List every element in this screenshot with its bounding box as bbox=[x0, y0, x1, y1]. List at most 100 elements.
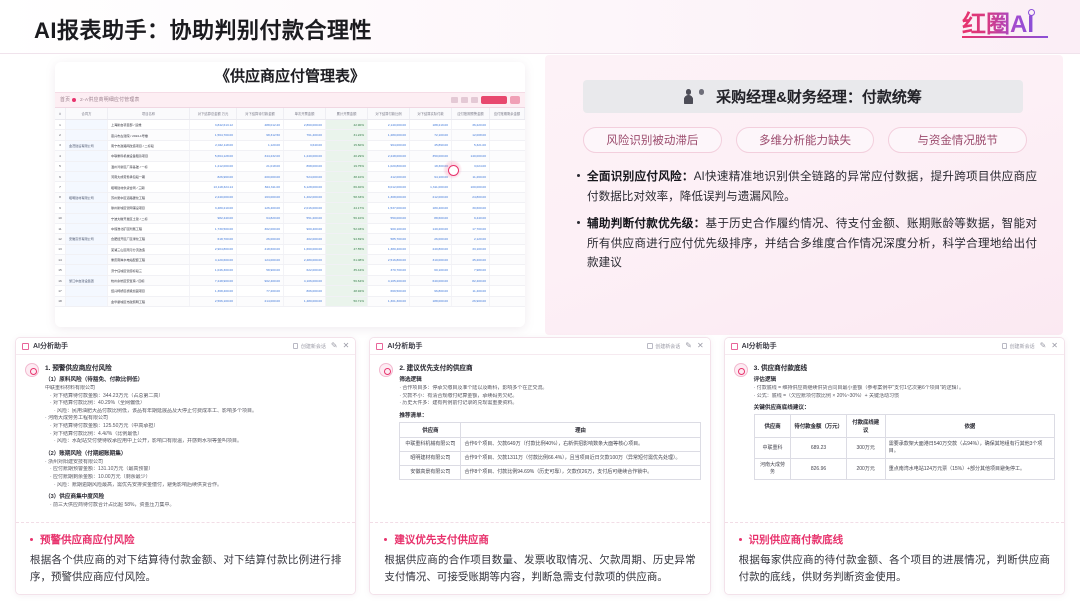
grid-column-header[interactable]: 对下结算待付款金额 bbox=[237, 108, 284, 119]
grid-cell-value[interactable]: 140,000.00 bbox=[452, 151, 490, 161]
grid-cell-value[interactable]: 94,100.00 bbox=[410, 171, 452, 182]
grid-cell-value[interactable]: 344,232.00 bbox=[237, 151, 284, 161]
grid-cell-value[interactable]: 26,000.00 bbox=[410, 234, 452, 244]
grid-cell-party[interactable] bbox=[66, 255, 108, 265]
grid-row[interactable]: 16 浙江中启建设集团 杭州余杭区安置房 / 四标 7,248,900.00 902,4… bbox=[55, 275, 525, 287]
grid-cell-value[interactable]: 402,000.00 bbox=[284, 234, 326, 244]
grid-cell-value[interactable]: 370,700.00 bbox=[368, 265, 410, 275]
grid-cell-value[interactable]: 50.71% bbox=[326, 296, 368, 307]
grid-cell-value[interactable]: 56.10% bbox=[326, 213, 368, 223]
grid-cell-value[interactable]: 488,012.20 bbox=[237, 120, 284, 130]
grid-cell-value[interactable]: 900,400.00 bbox=[284, 223, 326, 234]
painpoint-chip[interactable]: 与资金情况脱节 bbox=[888, 127, 1028, 153]
grid-cell-value[interactable]: 9,440.00 bbox=[452, 213, 490, 223]
grid-cell-value[interactable]: 214,000.00 bbox=[237, 296, 284, 307]
grid-row[interactable]: 13 芜湖三山区雨污分流改造 2,904,800.00 418,600.00 1,660… bbox=[55, 244, 525, 256]
grid-cell-value[interactable]: 180,400.00 bbox=[410, 203, 452, 213]
grid-cell-value[interactable]: 58,900.00 bbox=[237, 265, 284, 275]
grid-cell-value[interactable]: 1,308,000.00 bbox=[368, 192, 410, 203]
grid-cell-value[interactable]: 2,480,000.00 bbox=[284, 255, 326, 265]
grid-column-header[interactable]: 累计开票金额 bbox=[326, 108, 368, 119]
grid-cell-value[interactable]: 11,400.00 bbox=[452, 286, 490, 296]
grid-cell-value[interactable]: 31.22% bbox=[326, 130, 368, 140]
close-icon[interactable]: ✕ bbox=[696, 341, 704, 350]
grid-cell-project[interactable]: 苏州吴中区道路硬化工程 bbox=[108, 192, 190, 203]
grid-cell-value[interactable]: 1,368,400.00 bbox=[190, 286, 237, 296]
grid-row[interactable]: 12 安徽高景有限公司 合肥经开区厂区绿化工程 618,700.00 26,000.00… bbox=[55, 234, 525, 245]
spreadsheet-grid[interactable]: # 合同方 项目名称 对下结算总金额 万元 对下结算待付款金额 单次开票金额 累计开票金额对… bbox=[55, 108, 525, 327]
grid-cell-value[interactable]: 77,200.00 bbox=[237, 286, 284, 296]
grid-cell-project[interactable]: 金华婺城区市政照明工程 bbox=[108, 296, 190, 307]
grid-cell-party[interactable] bbox=[66, 213, 108, 223]
grid-cell-project[interactable]: 昭明建材供货合同 / 三期 bbox=[108, 182, 190, 192]
grid-cell-value[interactable]: 2,016,000.00 bbox=[284, 203, 326, 213]
grid-cell-value[interactable]: 302,000.00 bbox=[237, 223, 284, 234]
grid-row[interactable]: 17 绍兴柯桥区桥梁加固项目 1,368,400.00 77,200.00 806,00… bbox=[55, 286, 525, 297]
grid-row[interactable]: 1 上海新启项目部 / 运维 3,842,613.12 488,012.20 2,860… bbox=[55, 120, 525, 131]
grid-cell-value[interactable]: 640,000.00 bbox=[410, 275, 452, 286]
grid-cell-value[interactable]: 669,500.00 bbox=[368, 286, 410, 296]
grid-cell-value[interactable]: 11,260.00 bbox=[452, 171, 490, 182]
grid-cell-project[interactable]: 重庆南岸水电站配套工程 bbox=[108, 255, 190, 265]
grid-row[interactable]: 3 金茂建设有限公司 南宁市政路网改造项目 / 二标段 2,042,118.00 1,1… bbox=[55, 140, 525, 152]
grid-cell-value[interactable]: 868,000.00 bbox=[284, 161, 326, 171]
grid-cell-value[interactable]: 6,128,000.00 bbox=[284, 182, 326, 192]
grid-cell-value[interactable]: 3,640.00 bbox=[284, 140, 326, 151]
grid-cell-value[interactable]: 188,000.00 bbox=[410, 296, 452, 307]
grid-cell-project[interactable]: 绍兴柯桥区桥梁加固项目 bbox=[108, 286, 190, 296]
edit-icon[interactable]: ✎ bbox=[330, 341, 338, 350]
grid-cell-value[interactable]: 902,400.00 bbox=[237, 275, 284, 286]
grid-cell-value[interactable]: 26,900.00 bbox=[452, 296, 490, 307]
grid-cell-value[interactable]: 64,820.00 bbox=[237, 213, 284, 223]
grid-cell-value[interactable]: 1,480,000.00 bbox=[284, 296, 326, 307]
painpoint-chip[interactable]: 多维分析能力缺失 bbox=[735, 127, 875, 153]
grid-cell-value[interactable]: 2,904,800.00 bbox=[190, 244, 237, 255]
grid-cell-value[interactable]: 82,400.00 bbox=[452, 275, 490, 286]
grid-cell-party[interactable]: 金茂建设有限公司 bbox=[66, 140, 108, 151]
close-icon[interactable]: ✕ bbox=[1051, 341, 1058, 350]
grid-cell-value[interactable]: 2,042,118.00 bbox=[190, 140, 237, 151]
grid-cell-value[interactable]: 1,311,000.00 bbox=[410, 182, 452, 192]
grid-cell-value[interactable]: 44.17% bbox=[326, 203, 368, 213]
settings-icon[interactable] bbox=[471, 97, 478, 103]
grid-cell-party[interactable] bbox=[66, 151, 108, 161]
grid-cell-value[interactable]: 35.44% bbox=[326, 265, 368, 275]
grid-cell-value[interactable]: 66.40% bbox=[326, 182, 368, 192]
new-session-button[interactable]: 创建新会话 bbox=[1001, 343, 1035, 350]
grid-cell-value[interactable]: 1,537,000.00 bbox=[368, 203, 410, 213]
grid-cell-value[interactable]: 618,700.00 bbox=[190, 234, 237, 244]
grid-cell-value[interactable]: 26,000.00 bbox=[237, 234, 284, 244]
grid-cell-value[interactable]: 1,380,400.00 bbox=[368, 244, 410, 255]
grid-cell-party[interactable]: 浙江中启建设集团 bbox=[66, 275, 108, 286]
grid-cell-project[interactable]: 杭州余杭区安置房 / 四标 bbox=[108, 275, 190, 286]
grid-cell-party[interactable] bbox=[66, 120, 108, 130]
grid-cell-value[interactable]: 21,018.00 bbox=[237, 161, 284, 171]
grid-cell-value[interactable]: 1,402,000.00 bbox=[284, 192, 326, 203]
grid-cell-party[interactable] bbox=[66, 223, 108, 234]
grid-cell-value[interactable]: 1,020,800.00 bbox=[368, 161, 410, 171]
grid-cell-value[interactable]: 1,301,300.00 bbox=[368, 296, 410, 307]
grid-cell-value[interactable]: 58.33% bbox=[326, 192, 368, 203]
grid-cell-value[interactable]: 964,000.00 bbox=[368, 140, 410, 151]
grid-row[interactable]: 15 济宁任城区管廊标段三 1,046,300.00 58,900.00 622,000… bbox=[55, 265, 525, 276]
grid-cell-value[interactable]: 100,000.00 bbox=[452, 182, 490, 192]
grid-cell-value[interactable]: 15.60% bbox=[326, 140, 368, 151]
grid-column-header[interactable]: 应付账期剩余金额 bbox=[490, 108, 525, 119]
grid-cell-value[interactable]: 60,100.00 bbox=[410, 265, 452, 275]
grid-cell-value[interactable]: 4,120,600.00 bbox=[190, 255, 237, 265]
grid-cell-value[interactable]: 2,566,100.00 bbox=[190, 296, 237, 307]
grid-cell-value[interactable]: 1,280,000.00 bbox=[368, 130, 410, 140]
grid-cell-value[interactable]: 806,000.00 bbox=[284, 286, 326, 296]
grid-cell-value[interactable]: 12,008.00 bbox=[452, 130, 490, 140]
grid-cell-value[interactable]: 72,100.00 bbox=[410, 130, 452, 140]
grid-cell-value[interactable]: 1,120.00 bbox=[237, 140, 284, 151]
grid-cell-value[interactable]: 30,600.00 bbox=[452, 203, 490, 213]
grid-cell-project[interactable]: 济宁任城区管廊标段三 bbox=[108, 265, 190, 275]
grid-cell-value[interactable]: 1,212,000.00 bbox=[190, 161, 237, 171]
grid-cell-value[interactable]: 140,200.00 bbox=[410, 223, 452, 234]
grid-row[interactable]: 11 中煤淮北矿区附属工程 1,730,500.00 302,000.00 900,40… bbox=[55, 223, 525, 235]
grid-cell-project[interactable]: 徐州新城区管网铺设项目 bbox=[108, 203, 190, 213]
edit-icon[interactable]: ✎ bbox=[685, 341, 692, 350]
grid-column-header[interactable]: 项目名称 bbox=[108, 108, 190, 119]
grid-cell-project[interactable]: 上海新启项目部 / 运维 bbox=[108, 120, 190, 130]
